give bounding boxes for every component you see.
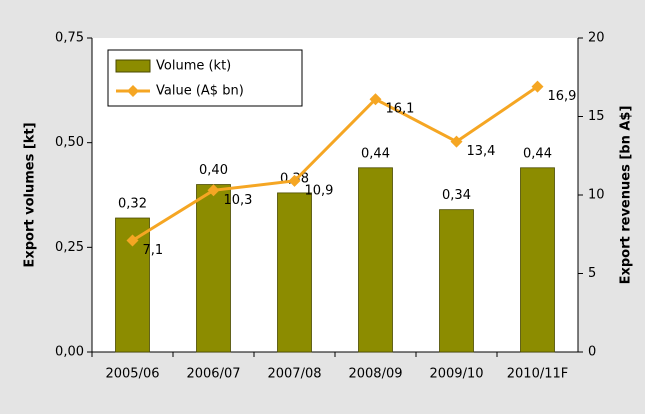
line-marker xyxy=(288,174,301,187)
line-marker xyxy=(126,234,139,247)
y-tick-label: 0,00 xyxy=(55,345,84,360)
line-value-label: 7,1 xyxy=(143,243,164,258)
bar-value-label: 0,32 xyxy=(118,197,147,212)
x-tick-label: 2010/11F xyxy=(507,367,568,382)
bar xyxy=(196,184,231,353)
line-marker xyxy=(207,184,220,197)
y2-tick-label: 10 xyxy=(588,188,605,203)
line-value-label: 10,9 xyxy=(305,183,334,198)
line-value-label: 10,3 xyxy=(224,193,253,208)
bar xyxy=(520,167,555,353)
bar-value-label: 0,44 xyxy=(523,146,552,161)
line-value-label: 16,9 xyxy=(548,89,577,104)
y2-tick-label: 5 xyxy=(588,266,596,281)
line-marker xyxy=(450,135,463,148)
x-tick-label: 2009/10 xyxy=(429,367,483,382)
x-tick-label: 2006/07 xyxy=(186,367,240,382)
x-tick-label: 2008/09 xyxy=(348,367,402,382)
legend-swatch xyxy=(115,59,151,73)
y-tick-label: 0,25 xyxy=(55,240,84,255)
line-marker xyxy=(369,93,382,106)
bar xyxy=(277,192,312,353)
bar xyxy=(358,167,393,353)
bar-value-label: 0,44 xyxy=(361,146,390,161)
y2-tick-label: 20 xyxy=(588,31,605,46)
line-value-label: 13,4 xyxy=(467,144,496,159)
x-tick-label: 2005/06 xyxy=(105,367,159,382)
bar-value-label: 0,40 xyxy=(199,163,228,178)
bar-value-label: 0,34 xyxy=(442,188,471,203)
line xyxy=(131,85,539,242)
bar xyxy=(439,209,474,353)
x-tick-label: 2007/08 xyxy=(267,367,321,382)
y-tick-label: 0,75 xyxy=(55,31,84,46)
line-marker xyxy=(531,80,544,93)
y2-tick-label: 0 xyxy=(588,345,596,360)
legend-label: Value (A$ bn) xyxy=(156,84,244,99)
y-tick-label: 0,50 xyxy=(55,135,84,150)
line-value-label: 16,1 xyxy=(386,102,415,117)
y2-tick-label: 15 xyxy=(588,109,605,124)
legend-label: Volume (kt) xyxy=(156,59,231,74)
legend-box xyxy=(107,49,303,107)
y2-axis-label: Export revenues [bn A$] xyxy=(619,106,634,285)
y-axis-label: Export volumes [kt] xyxy=(23,122,38,267)
legend-marker xyxy=(127,85,139,97)
